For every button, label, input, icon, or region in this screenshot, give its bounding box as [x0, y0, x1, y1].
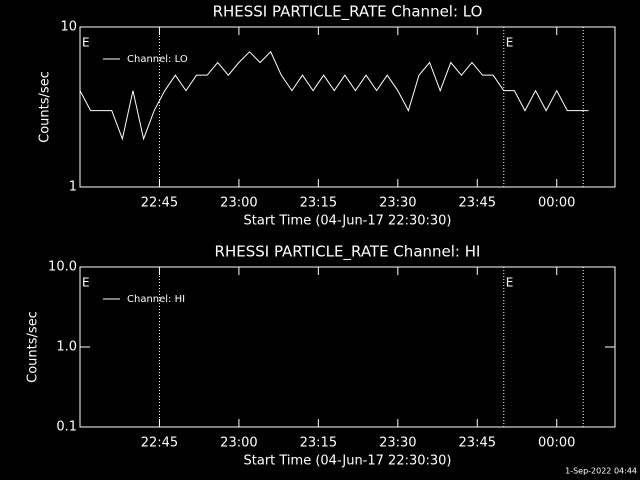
x-axis-label: Start Time (04-Jun-17 22:30:30) [244, 454, 452, 469]
x-tick-label: 23:30 [379, 196, 416, 211]
x-tick-label: 23:00 [220, 436, 257, 451]
y-tick-label: 10 [60, 20, 77, 35]
event-label: E [506, 36, 514, 50]
y-tick-label: 10.0 [48, 260, 77, 275]
x-axis-label: Start Time (04-Jun-17 22:30:30) [244, 214, 452, 229]
y-axis-label: Counts/sec [26, 311, 41, 383]
x-tick-label: 23:45 [459, 436, 496, 451]
footer: 1-Sep-2022 04:44 [565, 467, 637, 476]
x-tick-label: 00:00 [538, 196, 575, 211]
chart-title: RHESSI PARTICLE_RATE Channel: HI [215, 243, 481, 262]
event-label: E [82, 36, 90, 50]
data-line [79, 50, 589, 141]
x-tick-label: 22:45 [141, 196, 178, 211]
legend-label: Channel: HI [127, 294, 185, 305]
y-tick-label: 1.0 [56, 340, 77, 355]
x-tick-label: 22:45 [141, 436, 178, 451]
legend-label: Channel: LO [127, 54, 188, 65]
y-tick-label: 1 [69, 180, 77, 195]
x-tick-label: 23:15 [300, 436, 337, 451]
x-tick-label: 00:00 [538, 436, 575, 451]
y-tick-label: 0.1 [56, 420, 77, 435]
x-tick-label: 23:30 [379, 436, 416, 451]
x-tick-label: 23:00 [220, 196, 257, 211]
event-label: E [82, 276, 90, 290]
chart-title: RHESSI PARTICLE_RATE Channel: LO [213, 3, 483, 22]
x-tick-label: 23:45 [459, 196, 496, 211]
event-label: E [506, 276, 514, 290]
plot-frame [79, 266, 616, 428]
plot-frame [79, 26, 616, 188]
y-axis-label: Counts/sec [38, 71, 53, 143]
x-tick-label: 23:15 [300, 196, 337, 211]
